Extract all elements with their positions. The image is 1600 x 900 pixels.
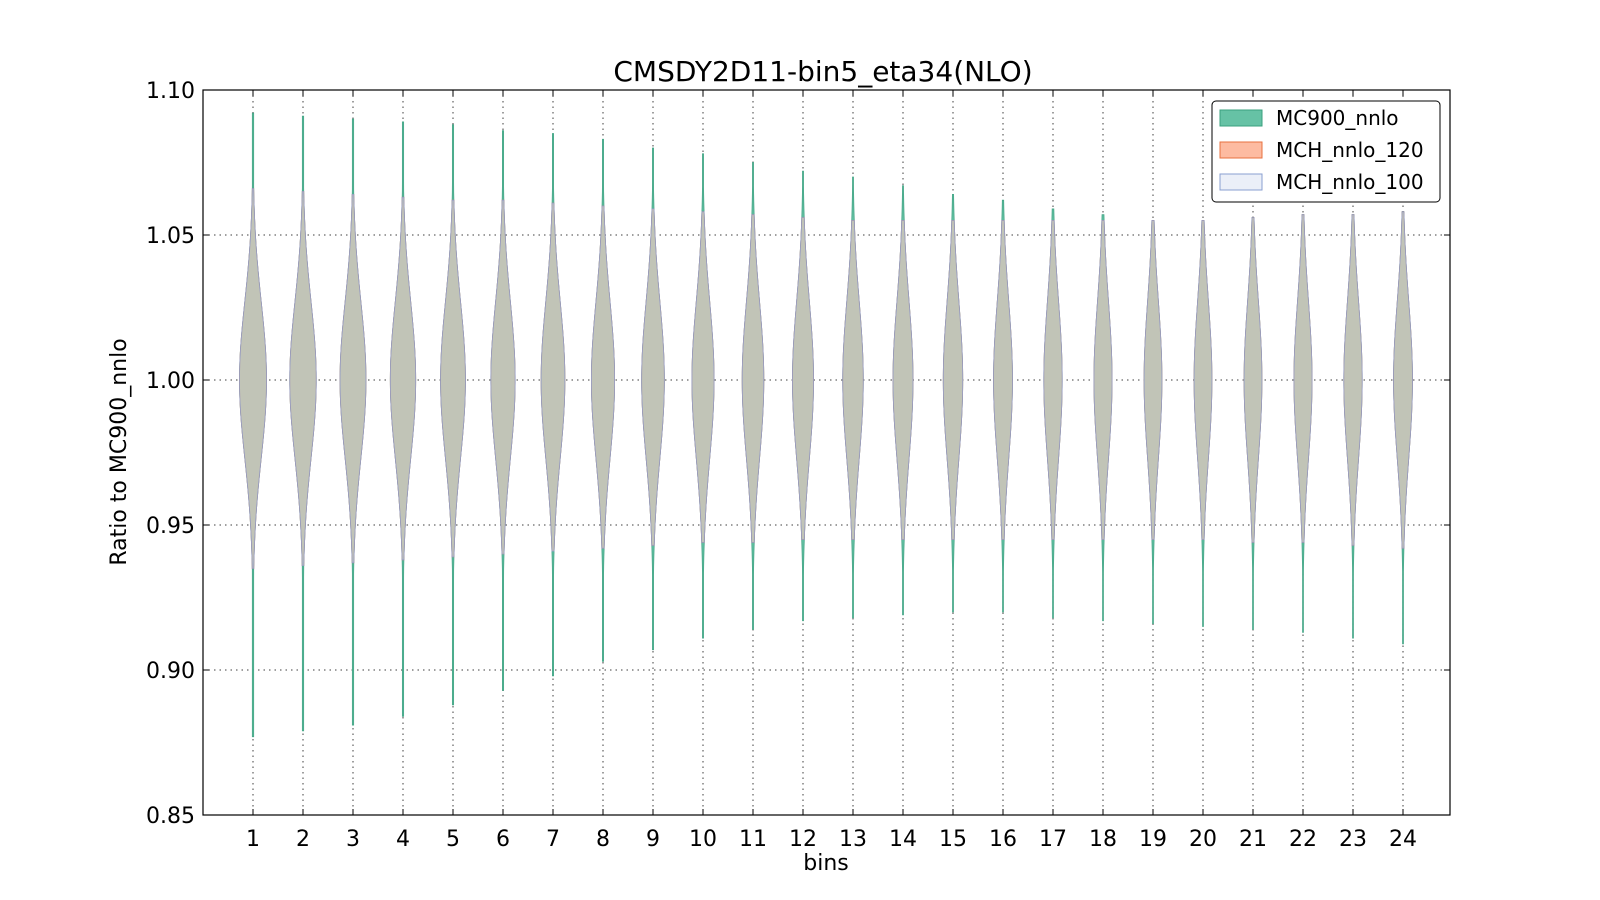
legend-swatch-mch-nnlo-120 bbox=[1219, 141, 1263, 159]
x-tick-label: 24 bbox=[1389, 827, 1417, 852]
y-axis-label: Ratio to MC900_nnlo bbox=[107, 338, 132, 565]
violin-layer bbox=[239, 112, 1413, 738]
violin-mch-nnlo-100-bin-7 bbox=[540, 202, 566, 552]
violin-mch-nnlo-100-bin-19 bbox=[1143, 220, 1163, 540]
violin-mch-nnlo-100-bin-18 bbox=[1093, 220, 1113, 540]
x-tick-label: 11 bbox=[739, 827, 767, 852]
x-tick-label: 6 bbox=[496, 827, 510, 852]
violin-series-mc900-nnlo bbox=[239, 112, 1413, 738]
violin-mch-nnlo-100-bin-20 bbox=[1193, 220, 1213, 540]
violin-mch-nnlo-100-bin-23 bbox=[1343, 214, 1363, 546]
x-tick-label: 8 bbox=[596, 827, 610, 852]
x-tick-label: 16 bbox=[989, 827, 1017, 852]
x-tick-label: 12 bbox=[789, 827, 817, 852]
y-tick-label: 0.85 bbox=[146, 804, 195, 829]
violin-mch-nnlo-100-bin-9 bbox=[641, 208, 665, 546]
violin-mch-nnlo-100-bin-10 bbox=[691, 211, 715, 543]
x-tick-label: 2 bbox=[296, 827, 310, 852]
y-tick-label: 1.05 bbox=[146, 224, 195, 249]
x-tick-label: 15 bbox=[939, 827, 967, 852]
legend-box bbox=[1211, 100, 1441, 203]
chart-title: CMSDY2D11-bin5_eta34(NLO) bbox=[613, 55, 1032, 88]
legend-swatch-mch-nnlo-100 bbox=[1219, 173, 1263, 191]
x-tick-label: 4 bbox=[396, 827, 410, 852]
x-tick-label: 20 bbox=[1189, 827, 1217, 852]
x-tick-label: 7 bbox=[546, 827, 560, 852]
x-tick-label: 21 bbox=[1239, 827, 1267, 852]
violin-mch-nnlo-100-bin-22 bbox=[1293, 214, 1313, 543]
legend-swatch-mc900-nnlo bbox=[1219, 109, 1263, 127]
violin-mch-nnlo-100-bin-16 bbox=[993, 220, 1013, 540]
y-tick-label: 0.95 bbox=[146, 514, 195, 539]
legend-label-mch-nnlo-120: MCH_nnlo_120 bbox=[1276, 138, 1424, 162]
x-tick-label: 18 bbox=[1089, 827, 1117, 852]
violin-mch-nnlo-100-bin-17 bbox=[1043, 220, 1063, 540]
x-tick-label: 3 bbox=[346, 827, 360, 852]
y-tick-label: 0.90 bbox=[146, 659, 195, 684]
violin-mch-nnlo-100-bin-21 bbox=[1243, 217, 1263, 543]
legend-label-mch-nnlo-100: MCH_nnlo_100 bbox=[1276, 170, 1424, 194]
violin-mch-nnlo-100-bin-8 bbox=[591, 205, 615, 549]
violin-mch-nnlo-100-bin-6 bbox=[490, 199, 516, 555]
violin-mch-nnlo-100-bin-12 bbox=[792, 217, 814, 540]
violin-mch-nnlo-100-bin-3 bbox=[339, 194, 367, 564]
violin-mch-nnlo-100-bin-13 bbox=[842, 220, 864, 540]
x-tick-label: 23 bbox=[1339, 827, 1367, 852]
x-tick-label: 13 bbox=[839, 827, 867, 852]
x-tick-label: 10 bbox=[689, 827, 717, 852]
y-tick-label: 1.10 bbox=[146, 79, 195, 104]
x-tick-label: 22 bbox=[1289, 827, 1317, 852]
violin-mch-nnlo-100-bin-4 bbox=[389, 196, 417, 561]
violin-mch-nnlo-100-bin-14 bbox=[892, 220, 914, 540]
y-tick-label: 1.00 bbox=[146, 369, 195, 394]
violin-mch-nnlo-100-bin-2 bbox=[289, 191, 317, 566]
x-tick-label: 1 bbox=[246, 827, 260, 852]
x-tick-label: 17 bbox=[1039, 827, 1067, 852]
x-tick-label: 5 bbox=[446, 827, 460, 852]
violin-series-mch-nnlo-100 bbox=[239, 188, 1413, 569]
plot-frame bbox=[202, 89, 1451, 816]
legend: MC900_nnlo MCH_nnlo_120 MCH_nnlo_100 bbox=[1211, 100, 1441, 203]
x-tick-label: 9 bbox=[646, 827, 660, 852]
violin-mch-nnlo-100-bin-1 bbox=[239, 188, 267, 569]
violin-mch-nnlo-100-bin-24 bbox=[1393, 211, 1413, 549]
violin-mch-nnlo-100-bin-11 bbox=[741, 214, 765, 543]
x-axis-label: bins bbox=[803, 851, 848, 876]
violin-mch-nnlo-100-bin-5 bbox=[440, 199, 466, 558]
legend-label-mc900-nnlo: MC900_nnlo bbox=[1276, 106, 1399, 130]
x-tick-label: 14 bbox=[889, 827, 917, 852]
violin-mch-nnlo-100-bin-15 bbox=[942, 220, 964, 540]
x-tick-label: 19 bbox=[1139, 827, 1167, 852]
axis-ticks: 0.850.900.951.001.051.101 2 3 4 5 6 7 8 9 10 11 12 1… bbox=[146, 79, 1450, 852]
